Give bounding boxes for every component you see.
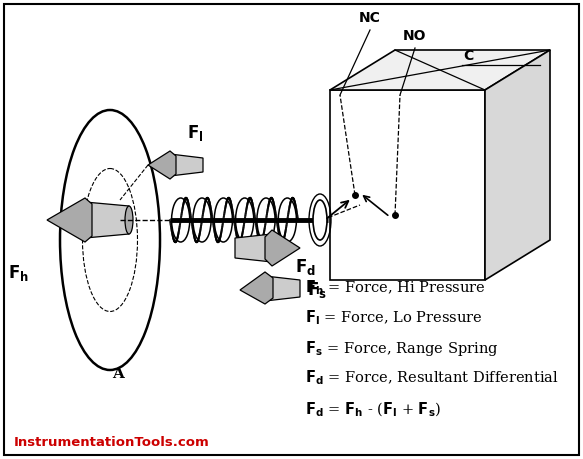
Polygon shape (240, 272, 273, 304)
Ellipse shape (313, 200, 327, 240)
Text: NC: NC (359, 11, 381, 25)
Text: $\mathbf{F_d}$ = Force, Resultant Differential: $\mathbf{F_d}$ = Force, Resultant Differ… (305, 369, 559, 387)
Polygon shape (265, 230, 300, 266)
Text: A: A (112, 367, 124, 381)
Bar (102, 212, 118, 228)
Polygon shape (330, 90, 485, 280)
Polygon shape (330, 50, 550, 90)
Ellipse shape (125, 206, 133, 234)
Text: InstrumentationTools.com: InstrumentationTools.com (14, 437, 210, 449)
Polygon shape (85, 202, 129, 238)
Text: $\mathbf{F_d}$: $\mathbf{F_d}$ (295, 257, 316, 277)
Ellipse shape (60, 110, 160, 370)
Text: $\mathbf{F_h}$ = Force, Hi Pressure: $\mathbf{F_h}$ = Force, Hi Pressure (305, 279, 486, 297)
Polygon shape (235, 234, 272, 262)
Polygon shape (148, 151, 176, 179)
Text: $\mathbf{F_s}$: $\mathbf{F_s}$ (307, 280, 327, 300)
Text: C: C (463, 49, 473, 63)
Polygon shape (47, 198, 92, 242)
Text: $\mathbf{F_s}$ = Force, Range Spring: $\mathbf{F_s}$ = Force, Range Spring (305, 338, 498, 358)
Polygon shape (485, 50, 550, 280)
Text: NO: NO (403, 29, 427, 43)
Text: $\mathbf{F_d}$ = $\mathbf{F_h}$ - ($\mathbf{F_l}$ + $\mathbf{F_s}$): $\mathbf{F_d}$ = $\mathbf{F_h}$ - ($\mat… (305, 401, 441, 419)
Polygon shape (170, 154, 203, 176)
Text: $\mathbf{F_l}$: $\mathbf{F_l}$ (187, 123, 203, 143)
Polygon shape (265, 276, 300, 301)
Text: $\mathbf{F_l}$ = Force, Lo Pressure: $\mathbf{F_l}$ = Force, Lo Pressure (305, 308, 483, 327)
Text: $\mathbf{F_h}$: $\mathbf{F_h}$ (8, 263, 29, 283)
